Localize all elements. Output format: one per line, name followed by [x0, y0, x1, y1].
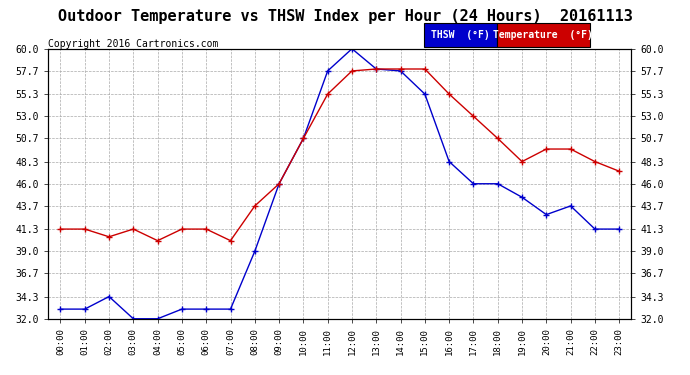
Text: Copyright 2016 Cartronics.com: Copyright 2016 Cartronics.com: [48, 39, 219, 50]
Text: THSW  (°F): THSW (°F): [431, 30, 490, 40]
Text: Outdoor Temperature vs THSW Index per Hour (24 Hours)  20161113: Outdoor Temperature vs THSW Index per Ho…: [57, 9, 633, 24]
Text: Temperature  (°F): Temperature (°F): [493, 30, 593, 40]
